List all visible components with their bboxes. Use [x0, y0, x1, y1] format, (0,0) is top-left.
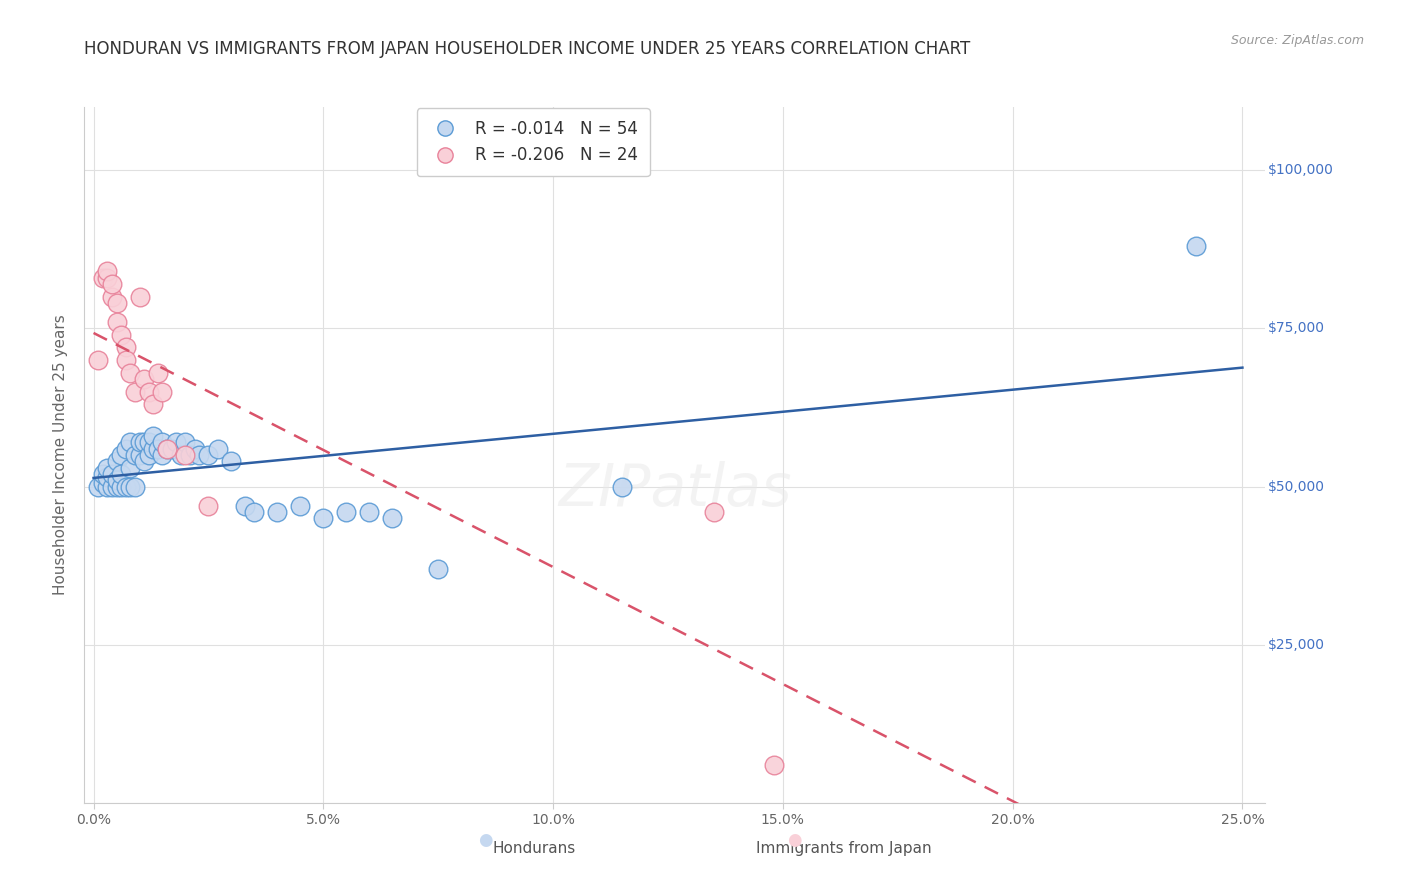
Point — [170, 448, 193, 462]
Text: ZIPatlas: ZIPatlas — [558, 461, 792, 518]
Point — [91, 476, 114, 491]
Text: $50,000: $50,000 — [1268, 480, 1324, 493]
Point — [87, 479, 110, 493]
Point — [762, 757, 785, 772]
Text: Immigrants from Japan: Immigrants from Japan — [756, 841, 931, 856]
Point — [110, 327, 132, 342]
Point — [101, 467, 124, 481]
Point — [142, 442, 165, 456]
Point — [101, 277, 124, 292]
Point — [132, 372, 155, 386]
Point — [335, 505, 357, 519]
Point — [124, 479, 146, 493]
Point — [156, 442, 179, 456]
Point — [105, 454, 128, 468]
Point — [110, 467, 132, 481]
Point — [179, 448, 201, 462]
Point — [128, 448, 150, 462]
Point — [138, 384, 160, 399]
Point — [207, 442, 229, 456]
Point — [156, 442, 179, 456]
Point — [96, 264, 118, 278]
Y-axis label: Householder Income Under 25 years: Householder Income Under 25 years — [53, 315, 69, 595]
Point — [128, 290, 150, 304]
Point — [152, 448, 174, 462]
Point — [105, 315, 128, 329]
Point — [138, 435, 160, 450]
Point — [120, 460, 142, 475]
Point — [146, 366, 169, 380]
Point — [114, 353, 136, 368]
Point — [91, 270, 114, 285]
Point — [160, 442, 183, 456]
Point — [233, 499, 256, 513]
Text: Source: ZipAtlas.com: Source: ZipAtlas.com — [1230, 34, 1364, 47]
Point — [174, 448, 197, 462]
Point — [105, 479, 128, 493]
Point — [124, 448, 146, 462]
Point — [1185, 239, 1208, 253]
Point — [87, 353, 110, 368]
Point — [124, 384, 146, 399]
Point — [142, 397, 165, 411]
Text: $25,000: $25,000 — [1268, 638, 1324, 652]
Text: $100,000: $100,000 — [1268, 163, 1334, 178]
Point — [105, 296, 128, 310]
Point — [96, 270, 118, 285]
Point — [610, 479, 633, 493]
Point — [290, 499, 312, 513]
Point — [132, 454, 155, 468]
Point — [197, 448, 219, 462]
Point — [110, 479, 132, 493]
Point — [188, 448, 211, 462]
Point — [359, 505, 381, 519]
Text: HONDURAN VS IMMIGRANTS FROM JAPAN HOUSEHOLDER INCOME UNDER 25 YEARS CORRELATION : HONDURAN VS IMMIGRANTS FROM JAPAN HOUSEH… — [84, 40, 970, 58]
Point — [312, 511, 335, 525]
Point — [165, 435, 187, 450]
Point — [114, 479, 136, 493]
Point — [101, 479, 124, 493]
Point — [174, 435, 197, 450]
Point — [101, 290, 124, 304]
Point — [152, 384, 174, 399]
Point — [120, 479, 142, 493]
Point — [120, 435, 142, 450]
Point — [243, 505, 266, 519]
Point — [96, 479, 118, 493]
Point — [96, 470, 118, 484]
Point — [146, 442, 169, 456]
Point — [132, 435, 155, 450]
Point — [183, 442, 205, 456]
Point — [221, 454, 243, 468]
Text: $75,000: $75,000 — [1268, 321, 1324, 335]
Point — [114, 442, 136, 456]
Point — [114, 340, 136, 354]
Legend: R = -0.014   N = 54, R = -0.206   N = 24: R = -0.014 N = 54, R = -0.206 N = 24 — [416, 109, 650, 176]
Point — [128, 435, 150, 450]
Point — [703, 505, 725, 519]
Point — [197, 499, 219, 513]
Text: Hondurans: Hondurans — [492, 841, 576, 856]
Point — [96, 460, 118, 475]
Point — [152, 435, 174, 450]
Text: ●: ● — [478, 831, 492, 849]
Point — [266, 505, 288, 519]
Point — [427, 562, 450, 576]
Point — [120, 366, 142, 380]
Point — [110, 448, 132, 462]
Point — [105, 473, 128, 487]
Point — [142, 429, 165, 443]
Point — [138, 448, 160, 462]
Text: ●: ● — [787, 831, 801, 849]
Point — [91, 467, 114, 481]
Point — [381, 511, 404, 525]
